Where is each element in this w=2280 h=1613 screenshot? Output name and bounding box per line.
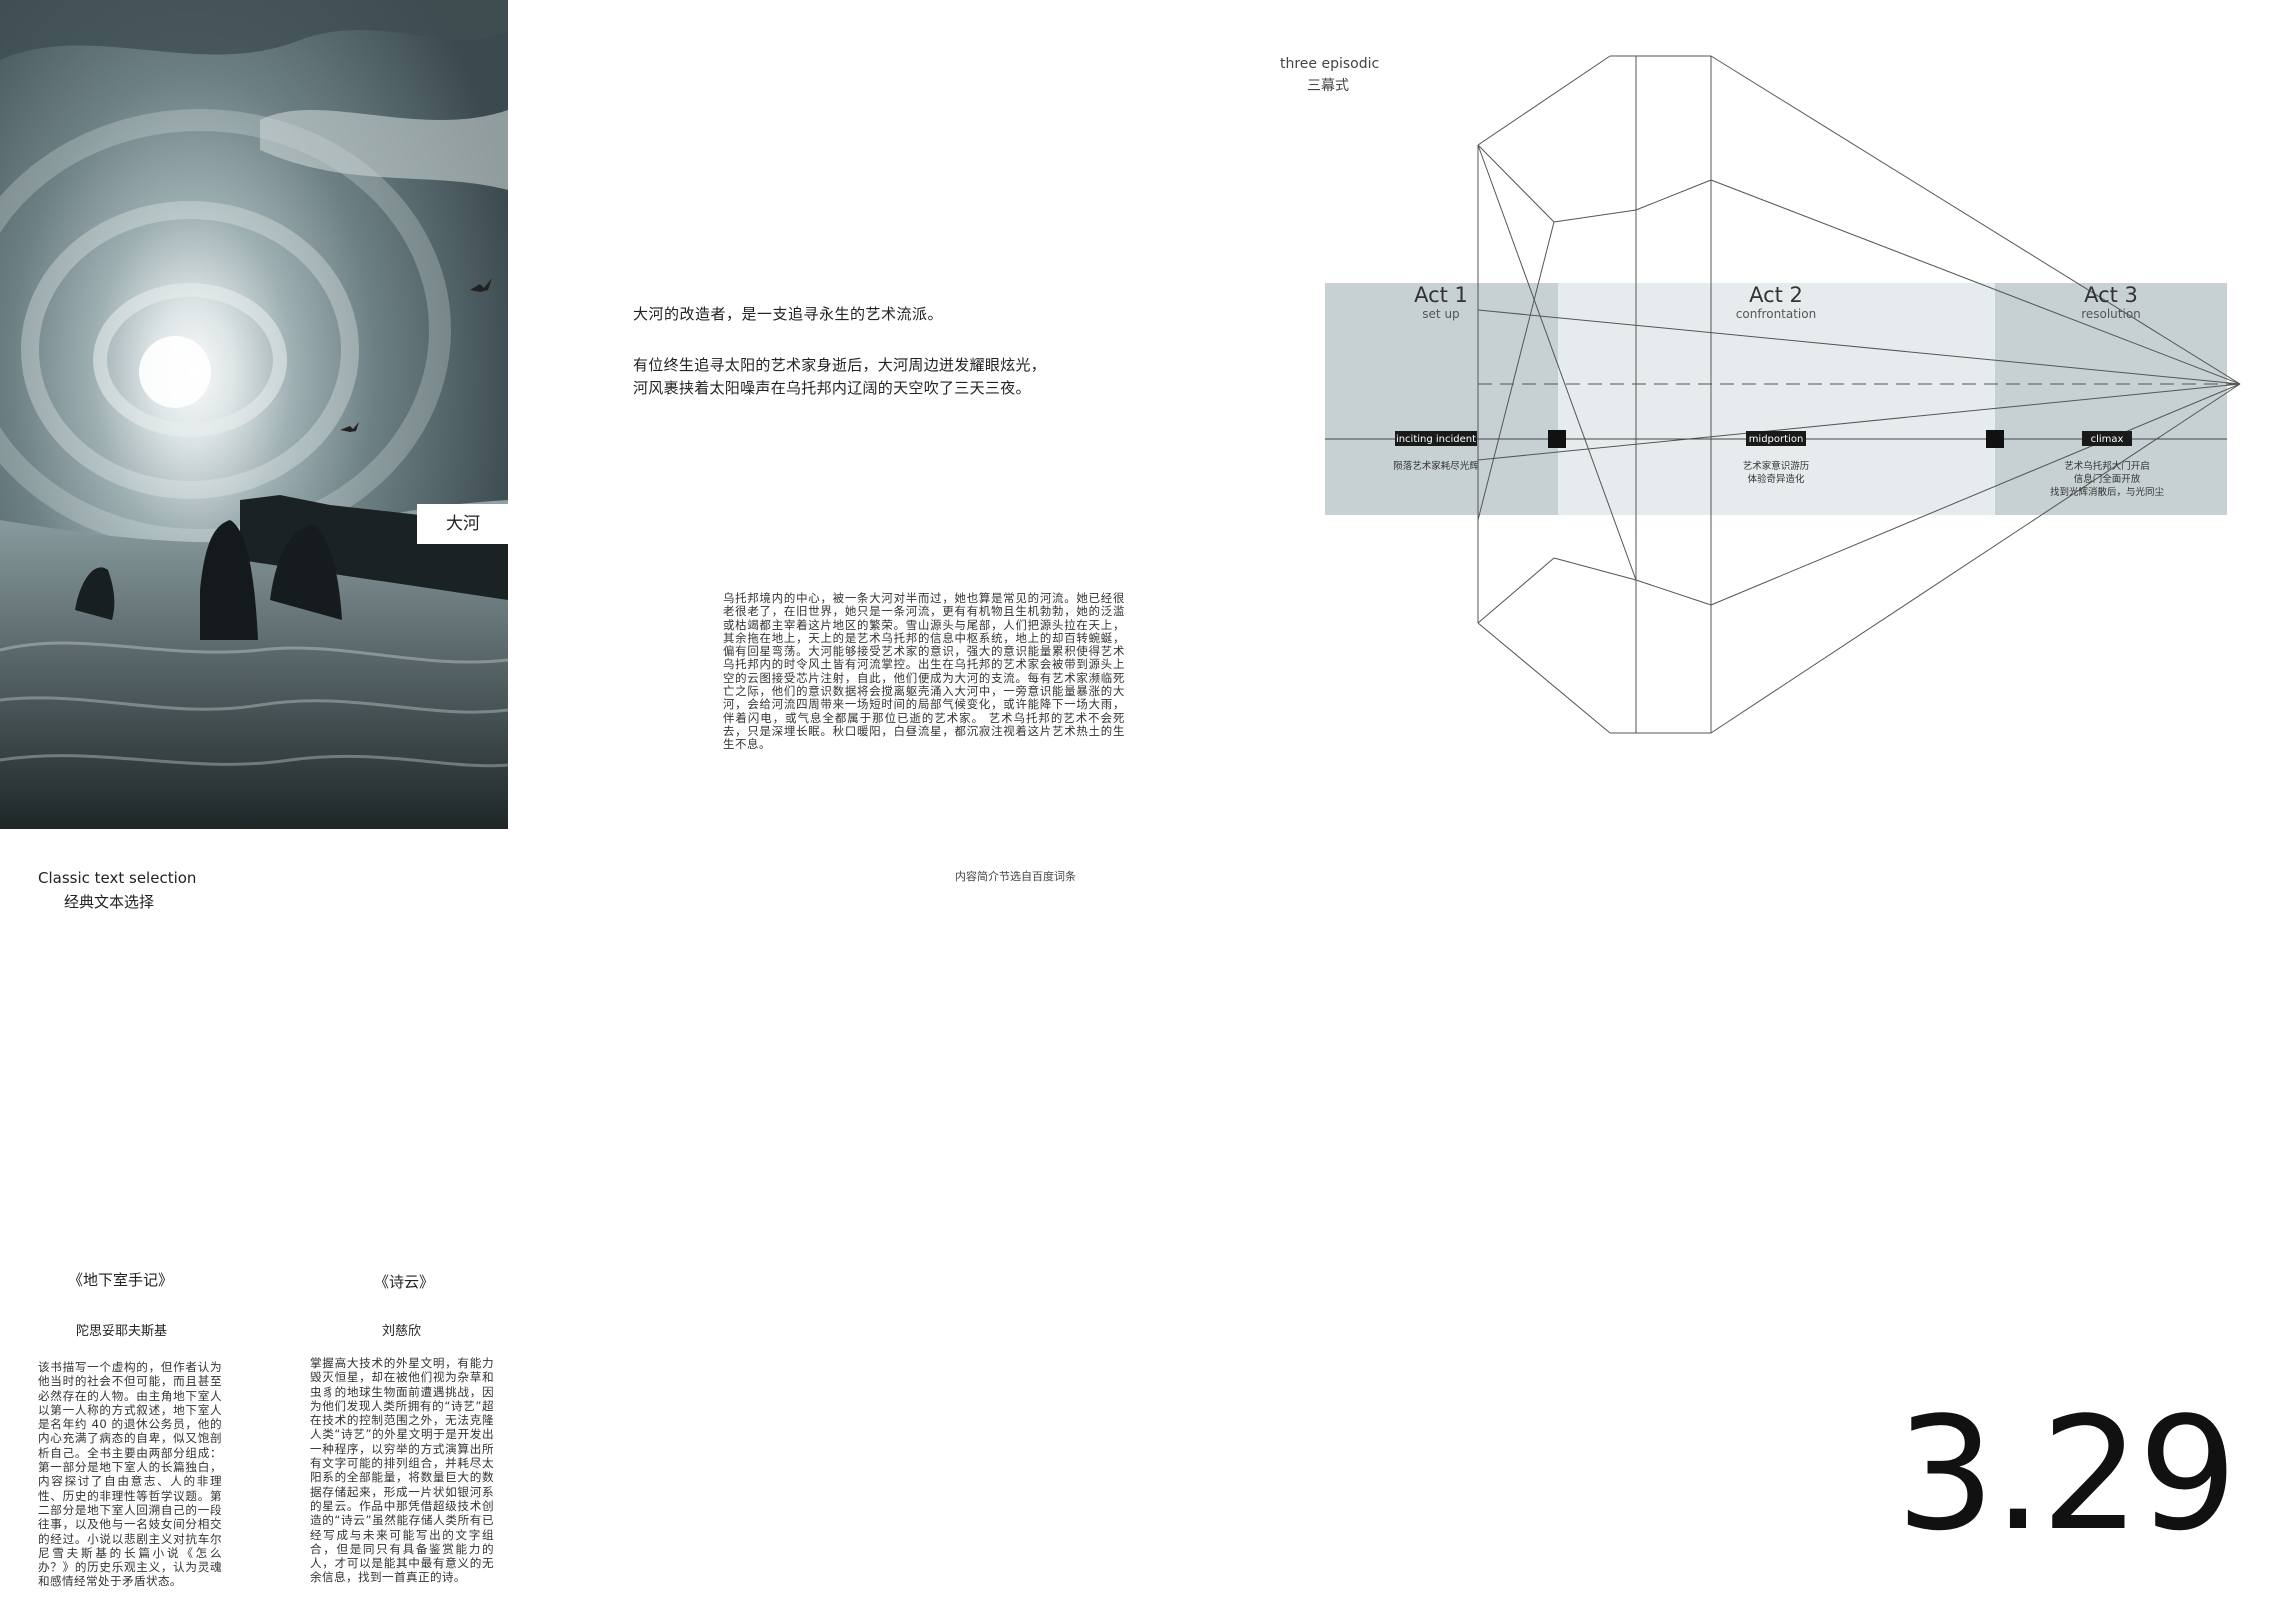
source-note: 内容简介节选自百度词条 [955, 870, 1076, 883]
story-synopsis: 乌托邦境内的中心，被一条大河对半而过，她也算是常见的河流。她已经很老很老了，在旧… [723, 591, 1125, 752]
inciting-incident-label: inciting incident [1396, 434, 1476, 445]
diagram-label-en: three episodic [1280, 56, 1380, 72]
midportion-label: midportion [1749, 434, 1804, 445]
intro-line-2: 河风裹挟着太阳噪声在乌托邦内辽阔的天空吹了三天三夜。 [633, 379, 1031, 397]
plot-marker-1 [1548, 430, 1566, 448]
book-2-title: 《诗云》 [374, 1273, 435, 1291]
midportion-desc-2: 体验奇异造化 [1747, 473, 1805, 485]
midportion-desc-1: 艺术家意识游历 [1743, 460, 1810, 472]
inciting-incident-desc-1: 陨落艺术家耗尽光辉 [1393, 460, 1479, 472]
page-date: 3.29 [1896, 1383, 2237, 1565]
book-2-summary: 掌握高大技术的外星文明，有能力毁灭恒星，却在被他们视为杂草和虫豸的地球生物面前遭… [310, 1356, 494, 1585]
inciting-incident-tag [1395, 431, 1477, 446]
plot-marker-2 [1986, 430, 2004, 448]
climax-desc-1: 艺术乌托邦大门开启 [2064, 460, 2150, 472]
act-3-subtitle: resolution [2081, 307, 2141, 321]
three-act-diagram: Act 1 set up Act 2 confrontation Act 3 r… [1325, 55, 2241, 734]
diagram-label-zh: 三幕式 [1307, 78, 1349, 94]
act-3-band [1995, 283, 2227, 515]
midportion-tag [1746, 431, 1806, 446]
artwork-image [0, 0, 508, 829]
act-1-title: Act 1 [1414, 283, 1468, 307]
act-1-band [1325, 283, 1558, 515]
intro-line-1: 有位终生追寻太阳的艺术家身逝后，大河周边迸发耀眼炫光， [633, 356, 1047, 374]
act-1-subtitle: set up [1422, 307, 1459, 321]
artwork-label: 大河 [417, 504, 509, 544]
climax-tag [2082, 431, 2132, 446]
act-2-band [1558, 283, 1995, 515]
book-2-author: 刘慈欣 [382, 1324, 422, 1339]
act-3-title: Act 3 [2084, 283, 2138, 307]
act-2-subtitle: confrontation [1736, 307, 1816, 321]
intro-tagline: 大河的改造者，是一支追寻永生的艺术流派。 [633, 305, 944, 323]
act-2-title: Act 2 [1749, 283, 1803, 307]
section-title-en: Classic text selection [38, 869, 197, 887]
climax-label: climax [2091, 434, 2124, 445]
book-1-title: 《地下室手记》 [68, 1271, 174, 1289]
climax-desc-2: 信息门全面开放 [2074, 473, 2141, 485]
book-1-summary: 该书描写一个虚构的，但作者认为他当时的社会不但可能，而且甚至必然存在的人物。由主… [38, 1360, 222, 1589]
book-1-author: 陀思妥耶夫斯基 [76, 1324, 168, 1339]
climax-desc-3: 找到光辉消散后，与光同尘 [2050, 486, 2165, 498]
wireframe-shape [1477, 55, 2241, 734]
section-title-zh: 经典文本选择 [64, 893, 155, 911]
